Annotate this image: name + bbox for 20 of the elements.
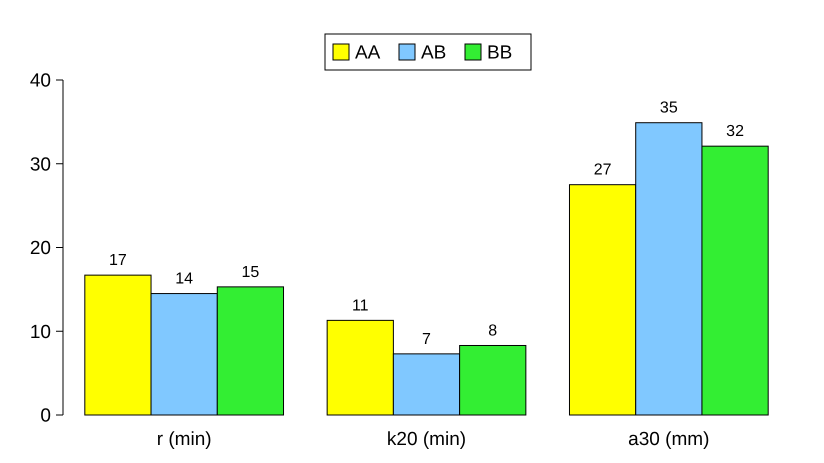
x-tick-label: r (min) (156, 429, 212, 450)
y-tick-label: 40 (30, 70, 51, 92)
y-tick-label: 30 (30, 154, 51, 176)
data-label: 11 (352, 297, 369, 314)
data-label: 14 (175, 270, 194, 288)
data-label: 35 (660, 100, 678, 117)
data-label: 32 (726, 123, 744, 140)
data-label: 17 (109, 252, 127, 270)
data-label: 27 (594, 162, 612, 179)
y-tick-label: 20 (30, 238, 51, 260)
legend-label: AA (355, 42, 381, 64)
data-label: 15 (242, 264, 260, 281)
legend-label: BB (487, 42, 512, 64)
legend-label: AB (421, 42, 446, 64)
x-tick-label: k20 (min) (386, 429, 466, 450)
y-tick-label: 10 (30, 322, 51, 343)
y-tick-label: 0 (40, 406, 51, 427)
data-label: 8 (488, 322, 498, 340)
x-tick-label: a30 (mm) (628, 429, 710, 450)
data-label: 7 (422, 330, 432, 348)
